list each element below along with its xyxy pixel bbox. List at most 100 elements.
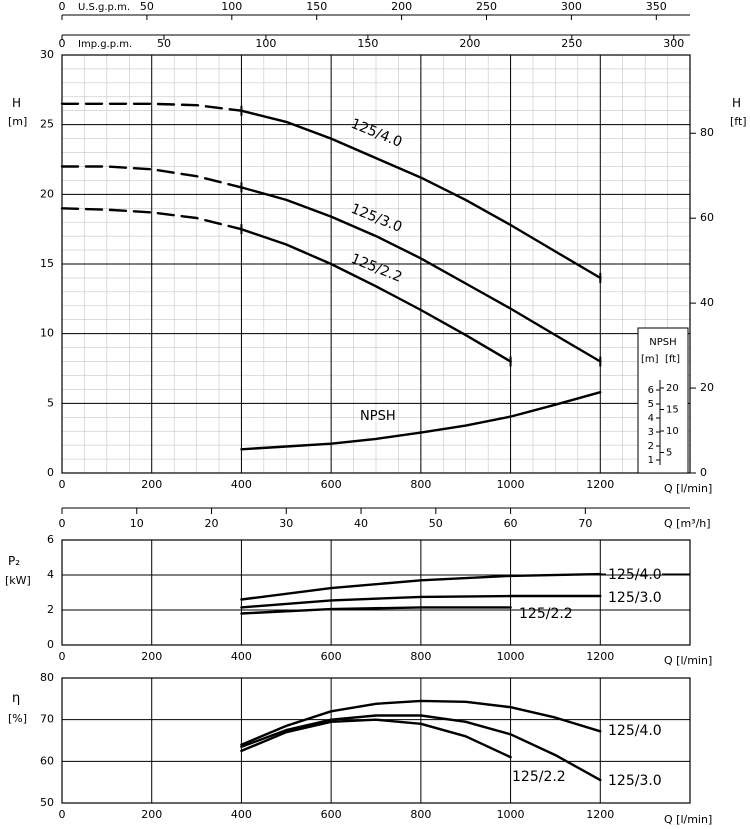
usgpm-tick-label: 0 [59,0,66,13]
npsh-box-m-label: 5 [648,399,654,410]
p2-curve-125-4-0 [240,572,602,601]
y-tick-label: 30 [40,48,54,61]
y-tick-label: 6 [47,533,54,546]
x-tick-label: 1000 [497,650,525,663]
x-tick-label: 800 [410,650,431,663]
curve-125-4-0 [240,109,602,280]
y-tick-label: 10 [40,327,54,340]
x-tick-label: 800 [410,478,431,491]
m3h-tick-label: 0 [59,517,66,530]
npsh-box-ft-label: 5 [666,448,672,459]
eta-label-125-2-2: 125/2.2 [512,769,566,785]
y2-tick-label: 80 [700,126,714,139]
impgpm-tick-label: 150 [357,37,378,50]
usgpm-tick-label: 150 [306,0,327,13]
eta-curve-125-3-0 [240,714,602,782]
y-tick-label: 15 [40,257,54,270]
y2-tick-label: 20 [700,381,714,394]
npsh-box-m-label: 1 [648,455,654,466]
curve-125-2-2-extrapolated [60,207,243,231]
npsh-box-m-label: 2 [648,441,654,452]
npsh-box-ft-label: 10 [666,426,679,437]
npsh-box-ft-label: 20 [666,383,679,394]
y-tick-label: 50 [40,796,54,809]
p2-label-125-4-0: 125/4.0 [608,567,662,583]
x-tick-label: 200 [141,650,162,663]
x-tick-label: 200 [141,478,162,491]
plot-frame [61,539,691,646]
x-tick-label: 400 [231,478,252,491]
y-tick-label: 0 [47,466,54,479]
x-tick-label: 600 [321,808,342,821]
x-tick-label: 0 [59,808,66,821]
npsh-box-m-label: 3 [648,427,654,438]
x-tick-label: 1200 [586,808,614,821]
x-tick-label: 1200 [586,650,614,663]
y-axis-unit: [m] [8,115,27,128]
m3h-tick-label: 50 [429,517,443,530]
npsh-box-unit-ft: [ft] [665,354,680,365]
curve-125-2-2 [240,228,512,363]
p2-axis-unit: [kW] [5,574,31,587]
x-tick-label: 600 [321,478,342,491]
usgpm-axis-label: U.S.g.p.m. [78,2,130,13]
eta-axis-unit: [%] [8,712,27,725]
m3h-tick-label: 70 [578,517,592,530]
x-tick-label: 600 [321,650,342,663]
npsh-box-title: NPSH [649,337,676,348]
y-tick-label: 25 [40,118,54,131]
y2-axis-label: H [732,96,741,110]
x-axis-label: Q [l/min] [664,482,712,495]
y2-axis-unit: [ft] [730,115,747,128]
x-tick-label: 400 [231,808,252,821]
curve-label-125-2-2: 125/2.2 [349,251,405,286]
x-tick-label: 1200 [586,478,614,491]
plot-frame [61,677,691,804]
p2-label-125-3-0: 125/3.0 [608,590,662,606]
npsh-box-ft-label: 15 [666,405,679,416]
impgpm-tick-label: 100 [255,37,276,50]
eta-curve-125-4-0 [240,699,602,746]
p2-curve-125-2-2 [240,606,512,615]
usgpm-tick-label: 300 [561,0,582,13]
y-tick-label: 0 [47,638,54,651]
plot-frame [61,54,691,474]
eta-label-125-4-0: 125/4.0 [608,723,662,739]
y-tick-label: 2 [47,603,54,616]
usgpm-tick-label: 100 [221,0,242,13]
p2-label-125-2-2: 125/2.2 [519,606,573,622]
y2-tick-label: 60 [700,211,714,224]
y-tick-label: 70 [40,713,54,726]
impgpm-tick-label: 300 [663,37,684,50]
m3h-axis-label: Q [m³/h] [664,517,711,530]
y-tick-label: 60 [40,754,54,767]
y-tick-label: 4 [47,568,54,581]
x-tick-label: 0 [59,478,66,491]
npsh-box-m-label: 6 [648,385,654,396]
y-tick-label: 5 [47,396,54,409]
x-tick-label: 200 [141,808,162,821]
x-tick-label: 400 [231,650,252,663]
x-tick-label: 1000 [497,478,525,491]
npsh-box [637,327,689,474]
curve-label-125-3-0: 125/3.0 [349,201,405,236]
m3h-tick-label: 20 [205,517,219,530]
x-tick-label: 0 [59,650,66,663]
curve-npsh [240,391,602,451]
impgpm-tick-label: 0 [59,37,66,50]
y2-tick-label: 40 [700,296,714,309]
impgpm-tick-label: 200 [459,37,480,50]
impgpm-tick-label: 250 [561,37,582,50]
curve-125-4-0-extrapolated [60,102,243,112]
eta-x-axis-label: Q [l/min] [664,813,712,826]
usgpm-tick-label: 200 [391,0,412,13]
y2-tick-label: 0 [700,466,707,479]
impgpm-axis-label: Imp.g.p.m. [78,39,132,50]
p2-x-axis-label: Q [l/min] [664,654,712,667]
curve-125-3-0-extrapolated [60,165,243,189]
m3h-tick-label: 10 [130,517,144,530]
curve-label-125-4-0: 125/4.0 [349,116,405,151]
usgpm-tick-label: 250 [476,0,497,13]
y-tick-label: 20 [40,187,54,200]
